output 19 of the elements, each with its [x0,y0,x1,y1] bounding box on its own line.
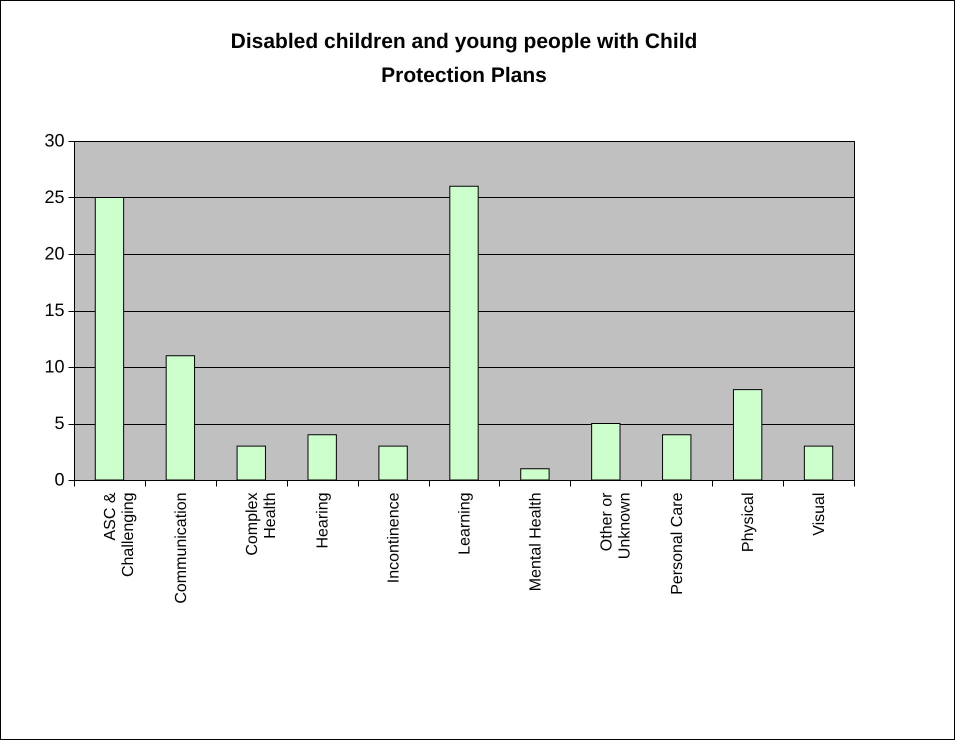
x-tick-label: Incontinence [386,492,403,584]
y-tick-label: 30 [44,130,64,150]
y-tick-label: 20 [44,244,64,264]
x-tick-label: Other or Unknown [598,492,634,560]
chart-title: Disabled children and young people with Child Protection Plans [230,30,698,87]
y-tick-label: 0 [54,470,64,490]
x-tick-label: Visual [811,492,828,536]
x-tick-label: Communication [172,492,190,604]
x-tick-label: Learning [456,492,474,555]
x-tick-label: ASC & Challenging [102,492,137,578]
y-tick-label: 10 [44,356,64,376]
y-tick-label: 5 [54,413,64,433]
x-tick-label: Personal Care [669,492,686,595]
x-tick-label: Complex Health [244,492,279,556]
x-tick-label: Hearing [314,492,332,549]
x-tick-label: Mental Health [527,492,544,592]
x-tick-label: Physical [740,492,758,552]
y-tick-label: 15 [44,300,64,320]
y-tick-label: 25 [44,187,64,207]
